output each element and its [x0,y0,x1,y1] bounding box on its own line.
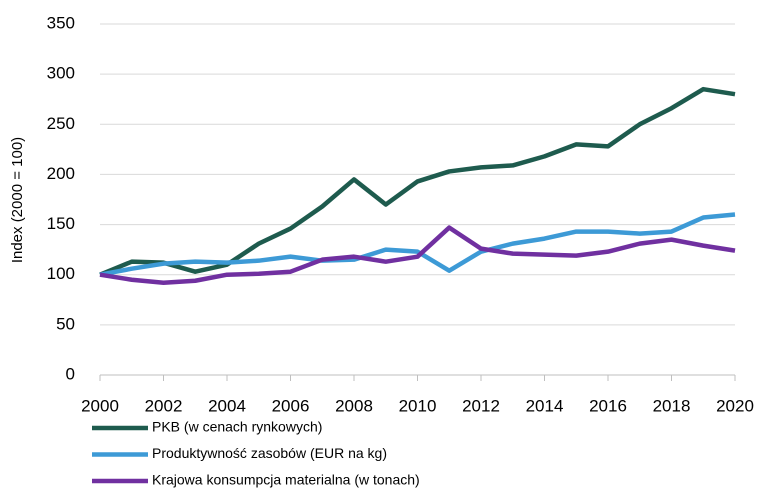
x-tick-label: 2016 [589,396,627,415]
y-tick-label: 300 [47,64,75,83]
series-line [99,225,736,285]
x-tick-label: 2020 [716,396,754,415]
x-tick-label: 2002 [145,396,183,415]
x-tick-label: 2006 [272,396,310,415]
y-tick-label: 200 [47,164,75,183]
x-tick-label: 2014 [526,396,564,415]
x-tick-label: 2000 [81,396,119,415]
legend-label: PKB (w cenach rynkowych) [152,419,322,435]
y-tick-label: 50 [56,314,75,333]
y-axis-label: Index (2000 = 100) [9,137,26,263]
x-tick-label: 2012 [462,396,500,415]
legend-label: Krajowa konsumpcja materialna (w tonach) [152,472,420,488]
legend-label: Produktywność zasobów (EUR na kg) [152,445,387,461]
series-line [99,212,736,277]
y-tick-label: 100 [47,264,75,283]
series-line [99,86,736,277]
y-tick-label: 250 [47,114,75,133]
x-tick-label: 2010 [399,396,437,415]
x-tick-label: 2018 [653,396,691,415]
y-tick-label: 350 [47,13,75,32]
x-tick-label: 2004 [208,396,246,415]
x-tick-label: 2008 [335,396,373,415]
y-tick-label: 0 [66,364,75,383]
y-tick-label: 150 [47,214,75,233]
